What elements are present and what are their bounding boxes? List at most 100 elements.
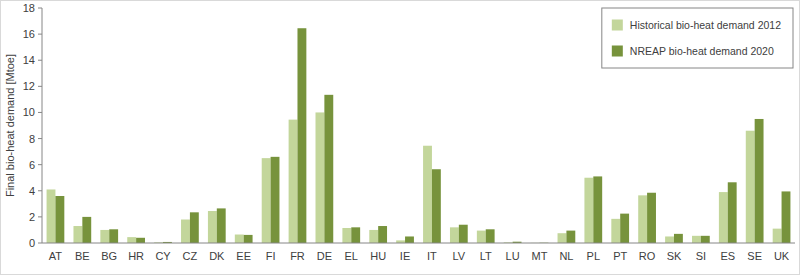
y-tick-label: 2 — [29, 211, 35, 223]
bar — [459, 225, 468, 243]
bar — [55, 196, 64, 243]
bar — [701, 236, 710, 243]
bar — [773, 229, 782, 243]
bar — [378, 226, 387, 243]
bar — [450, 227, 459, 243]
bar — [719, 192, 728, 243]
legend-label: Historical bio-heat demand 2012 — [630, 19, 781, 31]
x-tick-label: PT — [613, 250, 627, 262]
x-tick-label: SE — [747, 250, 762, 262]
bar — [665, 236, 674, 243]
bar — [692, 236, 701, 243]
bar — [181, 220, 190, 244]
y-tick — [38, 34, 42, 35]
y-axis — [42, 8, 43, 243]
bar — [477, 231, 486, 243]
bar — [746, 131, 755, 243]
x-tick-label: LT — [480, 250, 492, 262]
legend-swatch — [612, 20, 623, 31]
legend: Historical bio-heat demand 2012 NREAP bio… — [602, 8, 793, 68]
bar — [73, 226, 82, 243]
y-tick-label: 4 — [29, 185, 35, 197]
bar — [324, 95, 333, 243]
bar — [423, 146, 432, 243]
bar — [82, 217, 91, 243]
bar — [208, 211, 217, 243]
x-tick-label: SI — [696, 250, 706, 262]
y-tick-label: 8 — [29, 133, 35, 145]
bar — [244, 235, 253, 243]
bar — [647, 193, 656, 243]
x-tick-label: IE — [400, 250, 410, 262]
y-tick — [38, 190, 42, 191]
x-tick-label: PL — [587, 250, 600, 262]
y-tick-label: 18 — [23, 2, 35, 14]
x-tick-label: NL — [559, 250, 573, 262]
bar — [316, 112, 325, 243]
x-tick-label: LU — [506, 250, 520, 262]
bar — [674, 234, 683, 243]
bar — [486, 229, 495, 243]
x-tick-label: ES — [720, 250, 735, 262]
y-tick-label: 0 — [29, 237, 35, 249]
x-tick-label: CZ — [183, 250, 198, 262]
x-tick-label: HU — [370, 250, 386, 262]
y-tick — [38, 8, 42, 9]
y-tick-label: 12 — [23, 80, 35, 92]
bar — [566, 231, 575, 243]
bar — [136, 238, 145, 243]
bar — [728, 182, 737, 243]
x-tick-label: BE — [75, 250, 90, 262]
y-tick-label: 16 — [23, 28, 35, 40]
bar — [100, 230, 109, 243]
bar — [432, 169, 441, 243]
bar — [369, 230, 378, 243]
y-tick-label: 14 — [23, 54, 35, 66]
bar — [558, 233, 567, 243]
bar — [297, 28, 306, 243]
bar — [351, 227, 360, 243]
bar — [190, 212, 199, 243]
x-tick-label: LV — [453, 250, 466, 262]
chart: 024681012141618Final bio-heat demand [Mt… — [0, 0, 800, 275]
bar — [262, 158, 271, 243]
bar — [271, 157, 280, 243]
y-tick — [38, 86, 42, 87]
bar — [217, 208, 226, 243]
x-tick-label: IT — [427, 250, 437, 262]
y-tick — [38, 164, 42, 165]
x-tick-label: DE — [317, 250, 332, 262]
y-tick — [38, 112, 42, 113]
bar — [638, 195, 647, 243]
legend-swatch — [612, 46, 623, 57]
bar — [620, 214, 629, 243]
x-axis — [42, 243, 795, 244]
x-tick-label: DK — [209, 250, 225, 262]
bar — [289, 120, 298, 243]
bar — [127, 237, 136, 243]
x-tick-label: EE — [236, 250, 251, 262]
x-tick-label: CY — [155, 250, 171, 262]
bar — [584, 178, 593, 243]
bar — [593, 176, 602, 243]
x-tick-label: BG — [101, 250, 117, 262]
x-tick-label: UK — [774, 250, 790, 262]
x-tick-label: MT — [532, 250, 548, 262]
x-tick-label: RO — [639, 250, 656, 262]
chart-frame — [1, 1, 800, 275]
x-tick-label: HR — [128, 250, 144, 262]
bar — [109, 229, 118, 243]
x-tick-label: SK — [667, 250, 682, 262]
bar — [782, 191, 791, 243]
bar — [611, 219, 620, 243]
legend-label: NREAP bio-heat demand 2020 — [630, 45, 774, 57]
bar — [405, 236, 414, 243]
y-tick-label: 10 — [23, 106, 35, 118]
x-tick-label: FR — [290, 250, 305, 262]
y-tick — [38, 138, 42, 139]
bar — [342, 228, 351, 243]
y-tick — [38, 60, 42, 61]
y-tick-label: 6 — [29, 159, 35, 171]
y-tick — [38, 216, 42, 217]
y-tick — [38, 243, 42, 244]
